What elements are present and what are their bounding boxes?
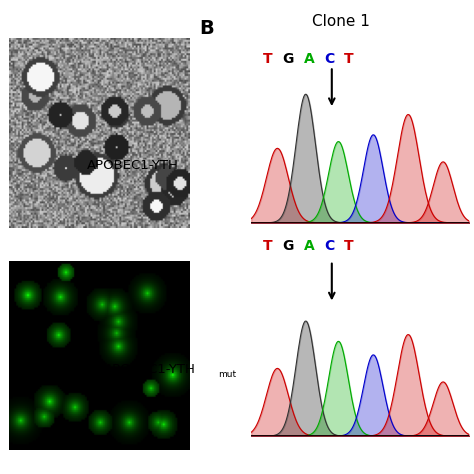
Text: T: T [344,239,353,254]
Text: T: T [263,52,273,66]
Text: Clone 1: Clone 1 [312,14,370,29]
Text: mut: mut [218,370,236,379]
Text: B: B [199,19,214,38]
Text: A: A [304,52,314,66]
Text: APOBEC1-YTH: APOBEC1-YTH [104,363,196,376]
Text: T: T [263,239,273,254]
Text: G: G [283,239,294,254]
Text: T: T [344,52,353,66]
Text: G: G [283,52,294,66]
Text: A: A [304,239,314,254]
Text: C: C [324,239,335,254]
Text: APOBEC1-YTH: APOBEC1-YTH [87,159,179,173]
Text: C: C [324,52,335,66]
